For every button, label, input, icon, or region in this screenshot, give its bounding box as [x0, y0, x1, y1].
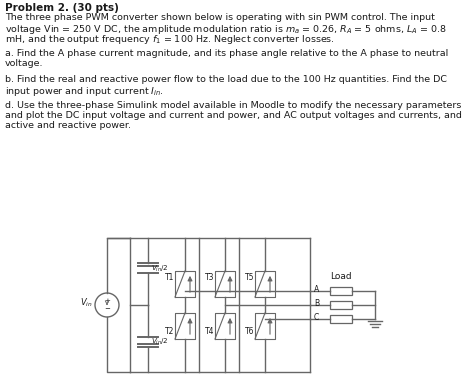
Text: Load: Load [330, 272, 352, 281]
Text: C: C [314, 313, 319, 322]
Text: mH, and the output frequency $f_1$ = 100 Hz. Neglect converter losses.: mH, and the output frequency $f_1$ = 100… [5, 33, 335, 46]
Text: $V_{in}$/2: $V_{in}$/2 [151, 263, 169, 274]
Text: d. Use the three-phase Simulink model available in Moodle to modify the necessar: d. Use the three-phase Simulink model av… [5, 101, 461, 110]
Text: voltage.: voltage. [5, 59, 44, 68]
Text: a. Find the A phase current magnitude, and its phase angle relative to the A pha: a. Find the A phase current magnitude, a… [5, 49, 448, 58]
Bar [330, 301, 352, 309]
Text: T5: T5 [245, 273, 254, 282]
Text: T3: T3 [204, 273, 214, 282]
Text: T4: T4 [204, 327, 214, 336]
Text: voltage Vin = 250 V DC, the amplitude modulation ratio is $m_a$ = 0.26, $R_A$ = : voltage Vin = 250 V DC, the amplitude mo… [5, 23, 447, 36]
Text: +: + [104, 298, 110, 304]
Text: and plot the DC input voltage and current and power, and AC output voltages and : and plot the DC input voltage and curren… [5, 111, 462, 120]
Text: T2: T2 [164, 327, 174, 336]
Text: Problem 2. (30 pts): Problem 2. (30 pts) [5, 3, 119, 13]
Text: The three phase PWM converter shown below is operating with sin PWM control. The: The three phase PWM converter shown belo… [5, 13, 435, 22]
Text: B: B [314, 299, 319, 308]
Text: T1: T1 [164, 273, 174, 282]
Text: −: − [104, 306, 110, 312]
Text: active and reactive power.: active and reactive power. [5, 121, 131, 130]
Text: T6: T6 [245, 327, 254, 336]
Text: input power and input current $I_{in}$.: input power and input current $I_{in}$. [5, 85, 164, 98]
Text: $V_{in}$/2: $V_{in}$/2 [151, 337, 169, 347]
Bar [330, 315, 352, 323]
Text: $V_{in}$: $V_{in}$ [80, 297, 93, 309]
Bar [330, 287, 352, 295]
Text: A: A [314, 285, 319, 294]
Text: b. Find the real and reactive power flow to the load due to the 100 Hz quantitie: b. Find the real and reactive power flow… [5, 75, 447, 84]
